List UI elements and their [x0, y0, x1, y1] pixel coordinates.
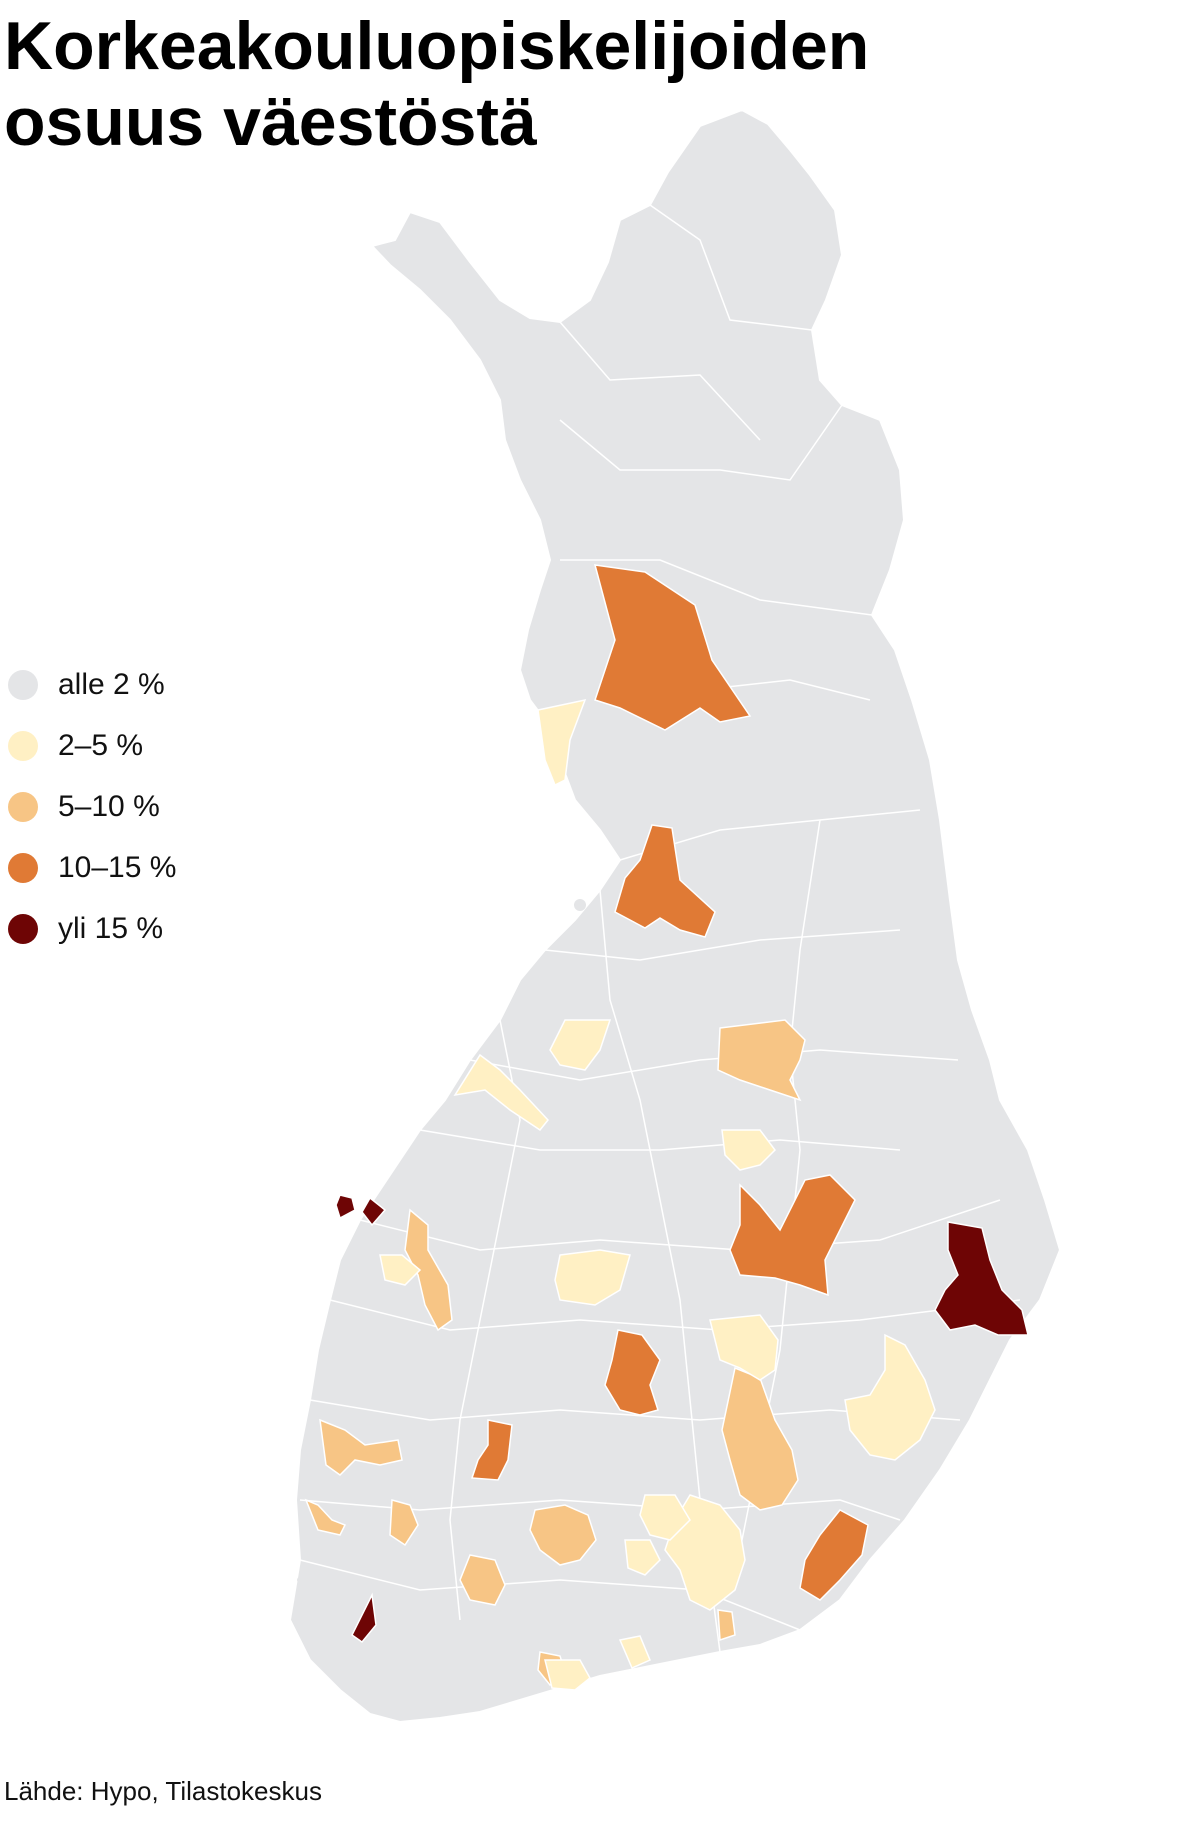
region-jakobstad [554, 1249, 631, 1306]
legend-label: alle 2 % [58, 667, 165, 701]
region-kokkola [453, 1053, 549, 1132]
legend-item-over-15: yli 15 % [8, 898, 268, 959]
region-sodankyla [593, 564, 752, 731]
region-joensuu [934, 1221, 1029, 1336]
legend-label: yli 15 % [58, 911, 164, 945]
legend-item-5-10: 5–10 % [8, 776, 268, 837]
region-mantsala [624, 1539, 661, 1576]
legend-swatch-circle [8, 669, 38, 700]
region-helsinki-area [544, 1659, 591, 1691]
region-oulu [614, 824, 716, 938]
region-vaasa-south [379, 1254, 422, 1286]
legend-label: 5–10 % [58, 789, 160, 823]
municipalities-10-15 [470, 564, 869, 1601]
region-varkaus [709, 1314, 779, 1381]
region-kajaani [717, 1019, 806, 1102]
municipalities-5-10 [304, 1019, 806, 1686]
coastal-islands [297, 899, 586, 1684]
region-iisalmi [721, 1129, 776, 1171]
region-vaasa-2 [361, 1196, 387, 1227]
legend-item-below-2: alle 2 % [8, 654, 268, 715]
region-kalajoki [549, 1019, 612, 1071]
region-kotka [717, 1609, 736, 1642]
region-rauma [304, 1498, 347, 1536]
region-lappeenranta [799, 1509, 869, 1601]
legend-label: 10–15 % [58, 850, 177, 884]
municipality-borders [299, 204, 1021, 1653]
map-title-line-2: osuus väestöstä [4, 84, 537, 161]
legend-item-2-5: 2–5 % [8, 715, 268, 776]
municipalities-over-15 [335, 1194, 1029, 1644]
region-kuopio [729, 1174, 856, 1297]
region-turku [351, 1592, 377, 1644]
legend-swatch-circle [8, 852, 38, 883]
legend-item-10-15: 10–15 % [8, 837, 268, 898]
legend-swatch-circle [8, 913, 38, 944]
map-title: Korkeakouluopiskelijoiden osuus väestöst… [4, 8, 904, 160]
region-espoo [618, 1635, 651, 1669]
source-note: Lähde: Hypo, Tilastokeskus [4, 1776, 322, 1806]
region-hyvinkaa [639, 1494, 691, 1541]
region-mikkeli [721, 1366, 799, 1511]
region-hameenlinna [529, 1504, 597, 1566]
map-legend: alle 2 % 2–5 % 5–10 % 10–15 % yli 15 % [8, 654, 268, 959]
region-savonlinna [844, 1333, 936, 1461]
region-tampere [470, 1419, 513, 1481]
map-title-line-1: Korkeakouluopiskelijoiden [4, 8, 870, 84]
region-vaasa-1 [335, 1194, 356, 1220]
legend-label: 2–5 % [58, 728, 144, 762]
region-pori [319, 1418, 403, 1476]
legend-swatch-circle [8, 730, 38, 761]
region-huittinen [389, 1499, 419, 1547]
municipalities-2-5 [379, 698, 936, 1691]
region-jyvaskyla [604, 1329, 661, 1416]
legend-swatch-circle [8, 791, 38, 822]
region-tornio [537, 698, 587, 787]
region-forssa [459, 1554, 506, 1606]
